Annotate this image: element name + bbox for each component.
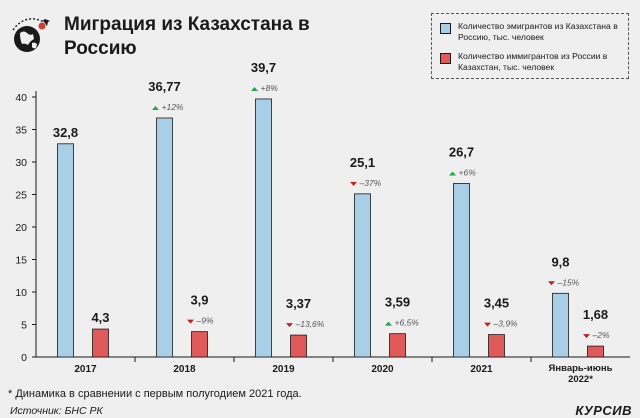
- legend: Количество эмигрантов из Казахстана в Ро…: [431, 13, 629, 79]
- triangle-down-icon: [350, 181, 357, 186]
- bar-emigrants: [156, 117, 173, 358]
- data-label: 3,37: [286, 296, 311, 311]
- triangle-down-icon: [187, 319, 194, 324]
- x-tick-label: Январь-июнь 2022*: [549, 363, 613, 385]
- triangle-up-icon: [385, 321, 392, 326]
- data-label: 3,45: [484, 296, 509, 311]
- data-label: 39,7: [251, 60, 276, 75]
- bar-emigrants: [57, 143, 74, 358]
- source-note: Источник: БНС РК: [10, 405, 103, 417]
- bar-emigrants: [453, 183, 470, 358]
- triangle-down-icon: [286, 323, 293, 328]
- y-tick-label: 35: [15, 125, 27, 137]
- data-label: 32,8: [53, 125, 78, 140]
- data-label: 3,9: [190, 293, 208, 308]
- triangle-down-icon: [548, 281, 555, 286]
- triangle-up-icon: [152, 105, 159, 110]
- data-label: 3,59: [385, 295, 410, 310]
- bar-immigrants: [92, 328, 109, 358]
- change-label: –9%: [196, 316, 214, 326]
- legend-label-immigrants: Количество иммигрантов из России в Казах…: [458, 51, 608, 72]
- y-tick-label: 30: [15, 157, 27, 169]
- data-label: 25,1: [350, 155, 375, 170]
- change-label: –13,6%: [295, 319, 325, 329]
- y-tick-label: 25: [15, 190, 27, 202]
- bar-immigrants: [587, 345, 604, 358]
- globe-airplane-icon: [12, 18, 50, 52]
- legend-swatch-red: [440, 53, 451, 64]
- bar-immigrants: [389, 333, 406, 358]
- legend-label-emigrants: Количество эмигрантов из Казахстана в Ро…: [458, 21, 618, 42]
- data-label: 26,7: [449, 144, 474, 159]
- legend-item-immigrants: Количество иммигрантов из России в Казах…: [440, 51, 623, 73]
- x-tick-label: 2020: [371, 364, 394, 375]
- x-tick-label: 2021: [470, 364, 493, 375]
- legend-swatch-blue: [440, 23, 451, 34]
- y-tick-label: 20: [15, 222, 27, 234]
- data-label: 36,77: [148, 79, 181, 94]
- data-label: 1,68: [583, 307, 608, 322]
- change-label: +12%: [162, 102, 184, 112]
- bar-immigrants: [488, 334, 505, 358]
- data-label: 9,8: [551, 254, 569, 269]
- y-tick-label: 15: [15, 255, 27, 267]
- change-label: –15%: [557, 277, 580, 287]
- bar-immigrants: [191, 331, 208, 358]
- change-label: +8%: [261, 83, 279, 93]
- triangle-down-icon: [484, 322, 491, 327]
- change-label: +6%: [459, 167, 477, 177]
- y-tick-label: 10: [15, 287, 27, 299]
- triangle-down-icon: [583, 334, 590, 339]
- triangle-up-icon: [449, 171, 456, 176]
- triangle-up-icon: [251, 86, 258, 91]
- x-tick-label: 2017: [74, 364, 97, 375]
- x-tick-label: 2018: [173, 364, 196, 375]
- brand-logo: КУРСИВ: [575, 403, 632, 418]
- bar-emigrants: [255, 98, 272, 358]
- change-label: +6,5%: [395, 318, 420, 328]
- y-tick-label: 40: [15, 92, 27, 104]
- change-label: –37%: [359, 178, 382, 188]
- bar-immigrants: [290, 334, 307, 358]
- footnote: * Динамика в сравнении с первым полугоди…: [8, 388, 302, 400]
- x-tick-label: 2019: [272, 364, 295, 375]
- x-tick-label-line: 2022*: [568, 374, 593, 385]
- change-label: –3,9%: [493, 319, 519, 329]
- x-tick-label-line: Январь-июнь: [549, 363, 613, 374]
- bar-emigrants: [552, 292, 569, 358]
- bar-emigrants: [354, 193, 371, 358]
- y-tick-label: 5: [21, 320, 27, 332]
- page-title: Миграция из Казахстана в Россию: [64, 14, 310, 59]
- y-tick-label: 0: [21, 352, 27, 364]
- change-label: –2%: [592, 330, 610, 340]
- legend-item-emigrants: Количество эмигрантов из Казахстана в Ро…: [440, 21, 623, 43]
- data-label: 4,3: [91, 310, 109, 325]
